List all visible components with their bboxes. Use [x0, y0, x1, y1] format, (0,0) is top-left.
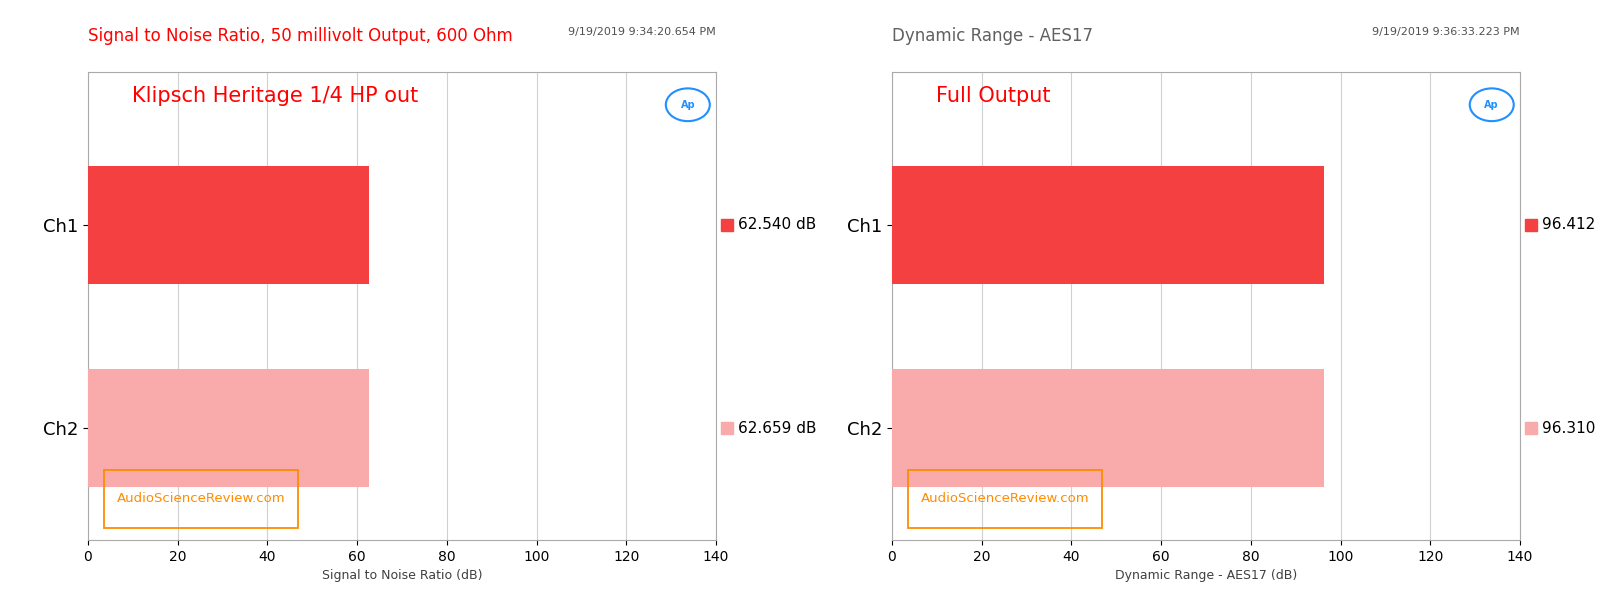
Text: AudioScienceReview.com: AudioScienceReview.com — [117, 493, 285, 505]
Text: AudioScienceReview.com: AudioScienceReview.com — [920, 493, 1090, 505]
Text: 96.310 dB: 96.310 dB — [1542, 421, 1600, 436]
Bar — [891, 369, 1323, 487]
Bar — [88, 166, 368, 284]
Text: Klipsch Heritage 1/4 HP out: Klipsch Heritage 1/4 HP out — [131, 86, 418, 106]
X-axis label: Signal to Noise Ratio (dB): Signal to Noise Ratio (dB) — [322, 569, 482, 582]
Text: Signal to Noise Ratio, 50 millivolt Output, 600 Ohm: Signal to Noise Ratio, 50 millivolt Outp… — [88, 28, 512, 46]
Text: 62.659 dB: 62.659 dB — [738, 421, 816, 436]
Text: 96.412 dB: 96.412 dB — [1542, 217, 1600, 232]
Text: 9/19/2019 9:36:33.223 PM: 9/19/2019 9:36:33.223 PM — [1373, 27, 1520, 37]
Text: 62.540 dB: 62.540 dB — [738, 217, 816, 232]
Text: 9/19/2019 9:34:20.654 PM: 9/19/2019 9:34:20.654 PM — [568, 27, 717, 37]
Text: Ap: Ap — [1485, 100, 1499, 110]
Text: Ap: Ap — [680, 100, 694, 110]
Bar — [88, 369, 370, 487]
Text: Dynamic Range - AES17: Dynamic Range - AES17 — [891, 28, 1093, 46]
Text: Full Output: Full Output — [936, 86, 1050, 106]
Bar — [891, 166, 1325, 284]
X-axis label: Dynamic Range - AES17 (dB): Dynamic Range - AES17 (dB) — [1115, 569, 1298, 582]
